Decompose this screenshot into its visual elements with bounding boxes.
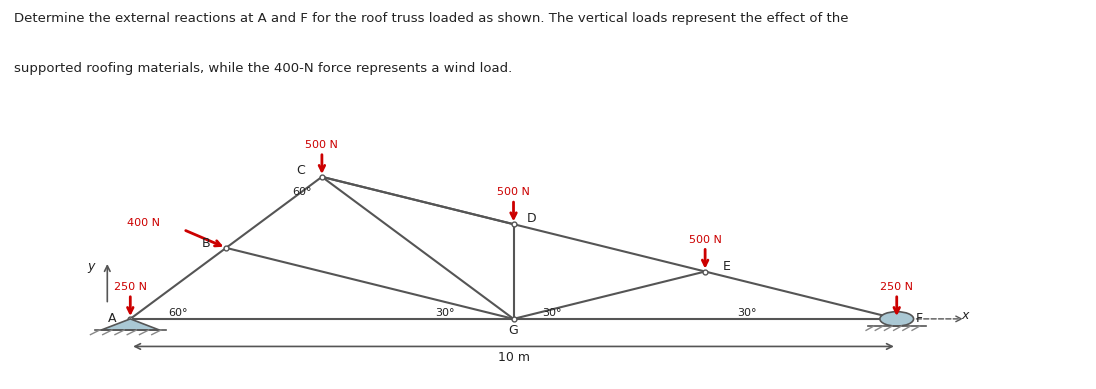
Text: 500 N: 500 N — [498, 187, 530, 197]
Text: 250 N: 250 N — [880, 282, 913, 292]
Text: C: C — [296, 164, 305, 177]
Text: F: F — [916, 312, 923, 325]
Text: 400 N: 400 N — [127, 218, 160, 228]
Text: 60°: 60° — [293, 187, 311, 196]
Text: 30°: 30° — [435, 308, 454, 318]
Text: 10 m: 10 m — [498, 351, 529, 364]
Text: 250 N: 250 N — [114, 282, 147, 292]
Text: 30°: 30° — [737, 308, 756, 318]
Text: 30°: 30° — [543, 308, 561, 318]
Text: 500 N: 500 N — [306, 140, 339, 150]
Polygon shape — [101, 319, 159, 330]
Text: A: A — [107, 312, 116, 325]
Text: G: G — [509, 324, 518, 337]
Text: Determine the external reactions at A and F for the roof truss loaded as shown. : Determine the external reactions at A an… — [14, 12, 848, 25]
Circle shape — [880, 312, 914, 326]
Text: x: x — [961, 309, 969, 322]
Text: D: D — [527, 212, 537, 226]
Text: 60°: 60° — [168, 308, 187, 318]
Text: E: E — [722, 260, 731, 273]
Text: y: y — [88, 260, 94, 273]
Text: 500 N: 500 N — [688, 235, 721, 245]
Text: B: B — [202, 237, 210, 251]
Text: supported roofing materials, while the 400-N force represents a wind load.: supported roofing materials, while the 4… — [14, 62, 513, 75]
